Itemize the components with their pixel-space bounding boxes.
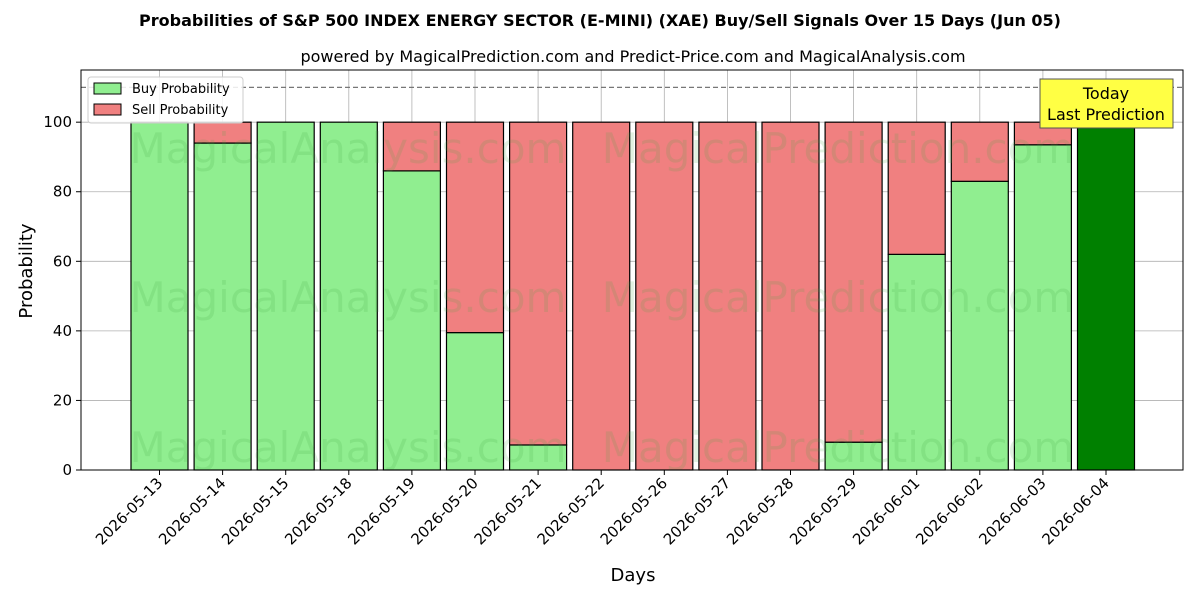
watermark-text: MagicalAnalysis.com [130, 273, 567, 322]
plot-frame [80, 69, 1184, 471]
x-tick-label: 2026-05-19 [344, 474, 418, 548]
x-tick-label: 2026-06-04 [1038, 474, 1112, 548]
x-tick-label: 2026-05-26 [597, 474, 671, 548]
legend-label: Sell Probability [132, 103, 229, 118]
watermark-text: MagicalPrediction.com [602, 423, 1075, 472]
buy-bar [319, 121, 378, 471]
annotation-box [1039, 78, 1174, 129]
x-tick-label: 2026-05-29 [786, 474, 860, 548]
x-tick-label: 2026-06-03 [975, 474, 1049, 548]
today-annotation: Today Last Prediction [1039, 78, 1174, 129]
watermarks: MagicalAnalysis.com MagicalPrediction.com… [130, 124, 1075, 472]
y-tick-label: 0 [62, 461, 72, 479]
y-tick-label: 20 [53, 391, 72, 409]
annotation-text: Last Prediction [1047, 105, 1165, 124]
buy-bar [887, 253, 946, 471]
buy-bar [382, 170, 441, 471]
y-tick-label: 60 [53, 252, 72, 270]
x-tick-label: 2026-06-01 [849, 474, 923, 548]
watermark-text: MagicalPrediction.com [602, 273, 1075, 322]
buy-bar [1013, 144, 1073, 471]
x-tick-label: 2026-05-14 [155, 474, 229, 548]
sell-bar [824, 121, 883, 443]
sell-bar [445, 121, 505, 334]
x-tick-label: 2026-05-22 [534, 474, 608, 548]
chart-subtitle: powered by MagicalPrediction.com and Pre… [300, 47, 965, 66]
x-tick-label: 2026-05-20 [407, 474, 481, 548]
buy-bar [1076, 121, 1136, 471]
sell-bar [950, 121, 1009, 182]
sell-bar [572, 121, 631, 471]
x-tick-label: 2026-05-21 [471, 474, 545, 548]
x-axis-ticks: 2026-05-132026-05-142026-05-152026-05-18… [92, 470, 1113, 548]
x-tick-label: 2026-06-02 [912, 474, 986, 548]
y-tick-label: 40 [53, 322, 72, 340]
buy-bar [445, 332, 505, 471]
sell-bar [382, 121, 441, 172]
legend-box [87, 76, 244, 124]
y-tick-label: 100 [43, 113, 72, 131]
legend-swatch [93, 82, 122, 95]
bars [130, 121, 1136, 471]
x-tick-label: 2026-05-15 [218, 474, 292, 548]
legend-swatch [93, 103, 122, 116]
chart-title: Probabilities of S&P 500 INDEX ENERGY SE… [139, 11, 1061, 30]
x-tick-label: 2026-05-28 [723, 474, 797, 548]
x-tick-label: 2026-05-18 [281, 474, 355, 548]
buy-bar [950, 180, 1009, 471]
legend: Buy Probability Sell Probability [87, 76, 244, 124]
watermark-text: MagicalPrediction.com [602, 124, 1075, 173]
x-tick-label: 2026-05-13 [92, 474, 166, 548]
annotation-text: Today [1082, 84, 1129, 103]
x-tick-label: 2026-05-27 [660, 474, 734, 548]
watermark-text: MagicalAnalysis.com [130, 423, 567, 472]
watermark-text: MagicalAnalysis.com [130, 124, 567, 173]
sell-bar [698, 121, 757, 471]
x-axis-label: Days [611, 565, 656, 586]
sell-bar [761, 121, 820, 471]
legend-label: Buy Probability [132, 82, 230, 97]
y-tick-label: 80 [53, 183, 72, 201]
y-axis-ticks: 0 20 40 60 80 100 [43, 113, 81, 479]
sell-bar [509, 121, 568, 446]
y-axis-label: Probability [16, 223, 37, 318]
sell-bar [887, 121, 946, 255]
